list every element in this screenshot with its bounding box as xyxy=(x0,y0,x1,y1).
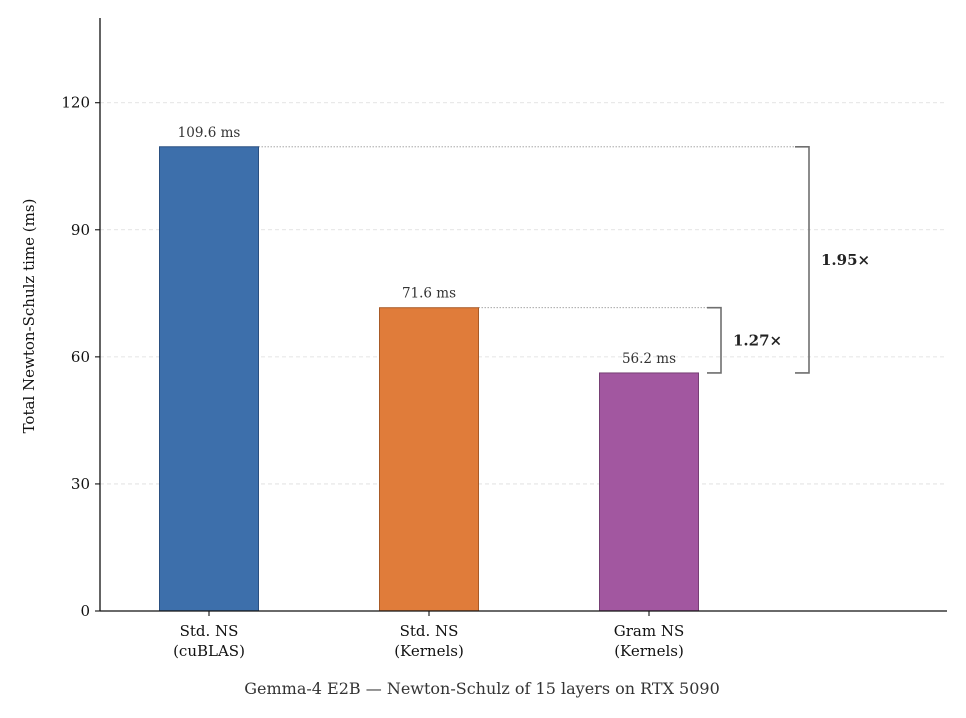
bar xyxy=(599,372,699,612)
y-tick-label: 90 xyxy=(71,221,90,239)
speedup-label: 1.27× xyxy=(733,331,782,349)
speedup-brackets: 1.27× 1.95× xyxy=(707,145,870,374)
x-tick-label-line: (Kernels) xyxy=(394,642,464,660)
y-tick-label: 120 xyxy=(61,94,90,112)
x-tick-label: Std. NS (Kernels) xyxy=(394,622,464,660)
y-tick-label: 60 xyxy=(71,348,90,366)
y-tick-label: 30 xyxy=(71,475,90,493)
x-axis: Std. NS (cuBLAS) Std. NS (Kernels) Gram NS (K… xyxy=(100,610,947,660)
bar-value-label: 56.2 ms xyxy=(622,351,676,367)
bar-value-labels: 109.6 ms 71.6 ms 56.2 ms xyxy=(178,125,676,367)
x-tick-label-line: (Kernels) xyxy=(614,642,684,660)
speedup-bracket xyxy=(707,306,722,374)
bar-value-label: 71.6 ms xyxy=(402,286,456,302)
guide-lines xyxy=(258,146,809,309)
speedup-label: 1.95× xyxy=(821,251,870,269)
x-tick-label-line: Gram NS xyxy=(614,622,685,640)
bar xyxy=(159,146,259,612)
x-tick-label-line: (cuBLAS) xyxy=(173,642,245,660)
y-axis-title: Total Newton-Schulz time (ms) xyxy=(20,199,38,434)
x-tick-label: Std. NS (cuBLAS) xyxy=(173,622,245,660)
speedup-bracket xyxy=(795,145,810,374)
x-tick-label-line: Std. NS xyxy=(400,622,459,640)
bar xyxy=(379,307,479,612)
x-axis-title: Gemma-4 E2B — Newton-Schulz of 15 layers… xyxy=(244,679,720,698)
x-tick-label-line: Std. NS xyxy=(180,622,239,640)
x-tick-label: Gram NS (Kernels) xyxy=(614,622,685,660)
bar-value-label: 109.6 ms xyxy=(178,125,241,141)
bars xyxy=(159,146,699,612)
y-tick-label: 0 xyxy=(80,602,90,620)
y-axis: 0 30 60 90 120 xyxy=(61,18,101,620)
